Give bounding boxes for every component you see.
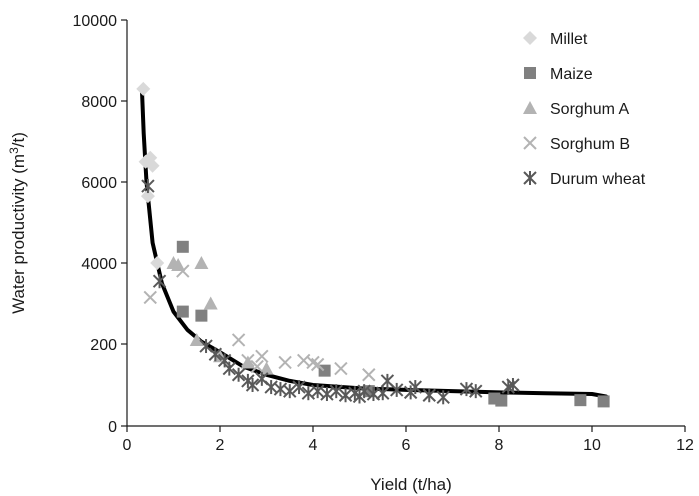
durum-wheat-point [469, 384, 483, 399]
durum-wheat-point [264, 380, 278, 395]
y-axis-title-end: /t) [9, 132, 28, 147]
durum-wheat-point [389, 382, 404, 397]
durum-wheat-point [231, 367, 246, 382]
durum-wheat-point [459, 382, 474, 397]
durum-wheat-point [222, 361, 237, 376]
sorghum-b-point [176, 264, 190, 278]
y-tick-label: 0 [108, 419, 117, 436]
legend-marker-sorghum-a [523, 101, 537, 114]
sorghum-b-point [250, 359, 264, 374]
y-axis-ticks: 0 200 4000 6000 8000 10000 [73, 13, 127, 436]
sorghum-b-point [143, 290, 157, 305]
millet-point [136, 81, 151, 96]
y-tick-label: 6000 [81, 175, 117, 192]
durum-wheat-point [152, 274, 167, 289]
legend-marker-sorghum-b [523, 136, 537, 150]
millet-point [140, 189, 155, 204]
sorghum-a-point [194, 256, 209, 269]
x-tick-label: 4 [309, 437, 318, 454]
sorghum-b-point [306, 355, 320, 370]
durum-wheat-point [273, 382, 288, 397]
fitted-curve-layer [139, 86, 608, 399]
sorghum-a-point [203, 296, 218, 310]
sorghum-a-point [189, 332, 204, 346]
y-axis-title-main: Water productivity (m [9, 154, 28, 314]
durum-wheat-point [376, 386, 390, 401]
durum-wheat-point [208, 347, 223, 362]
durum-wheat-point [292, 380, 306, 395]
maize-point [195, 309, 208, 322]
durum-wheat-point [357, 384, 371, 399]
x-axis-ticks: 0 2 4 6 8 10 12 [123, 426, 694, 454]
durum-wheat-point [329, 384, 343, 399]
durum-wheat-point [436, 390, 450, 405]
sorghum-b-point [255, 349, 269, 364]
durum-wheat-point [320, 387, 334, 402]
sorghum-b-point [231, 333, 246, 347]
durum-wheat-point [422, 388, 436, 403]
legend: Millet Maize Sorghum A Sorghum B Durum wheat [523, 31, 646, 188]
x-tick-label: 2 [216, 437, 225, 454]
fitted-curve [139, 86, 608, 399]
durum-wheat-point [408, 380, 423, 395]
x-tick-label: 0 [123, 437, 132, 454]
maize-point [176, 305, 189, 318]
sorghum-a-point [171, 258, 186, 272]
sorghum-b-point [334, 361, 348, 376]
y-axis-title-superscript: 3 [7, 147, 21, 154]
y-tick-label: 8000 [81, 94, 117, 111]
x-tick-label: 10 [583, 437, 601, 454]
sorghum-b-point [241, 353, 255, 368]
legend-label-sorghum-a: Sorghum A [550, 101, 629, 118]
durum-wheat-point [310, 384, 325, 399]
millet-point [150, 256, 165, 270]
sorghum-b-point [278, 355, 292, 370]
axes [126, 20, 685, 427]
legend-marker-durum-wheat [523, 171, 537, 185]
data-points-layer [136, 81, 610, 408]
legend-label-millet: Millet [550, 31, 588, 48]
durum-wheat-point [245, 378, 260, 392]
legend-label-sorghum-b: Sorghum B [550, 136, 630, 153]
y-tick-label: 4000 [81, 256, 117, 273]
x-tick-label: 12 [676, 437, 694, 454]
durum-wheat-point [283, 384, 297, 399]
x-tick-label: 8 [495, 437, 504, 454]
x-axis-title: Yield (t/ha) [370, 475, 452, 494]
legend-marker-maize [524, 67, 536, 79]
y-axis-title: Water productivity (m3/t) [7, 132, 28, 314]
sorghum-b-point [310, 357, 325, 372]
legend-label-maize: Maize [550, 66, 593, 83]
legend-label-durum-wheat: Durum wheat [550, 171, 646, 188]
legend-marker-millet [523, 31, 537, 45]
maize-point [574, 394, 587, 407]
x-tick-label: 6 [402, 437, 411, 454]
y-tick-label: 200 [90, 337, 117, 354]
durum-wheat-point [506, 378, 520, 392]
sorghum-b-point [362, 368, 376, 382]
millet-point [145, 158, 160, 173]
maize-point [176, 240, 189, 253]
y-tick-label: 10000 [73, 13, 118, 30]
durum-wheat-point [141, 179, 155, 194]
maize-point [597, 395, 610, 408]
maize-point [495, 394, 508, 407]
